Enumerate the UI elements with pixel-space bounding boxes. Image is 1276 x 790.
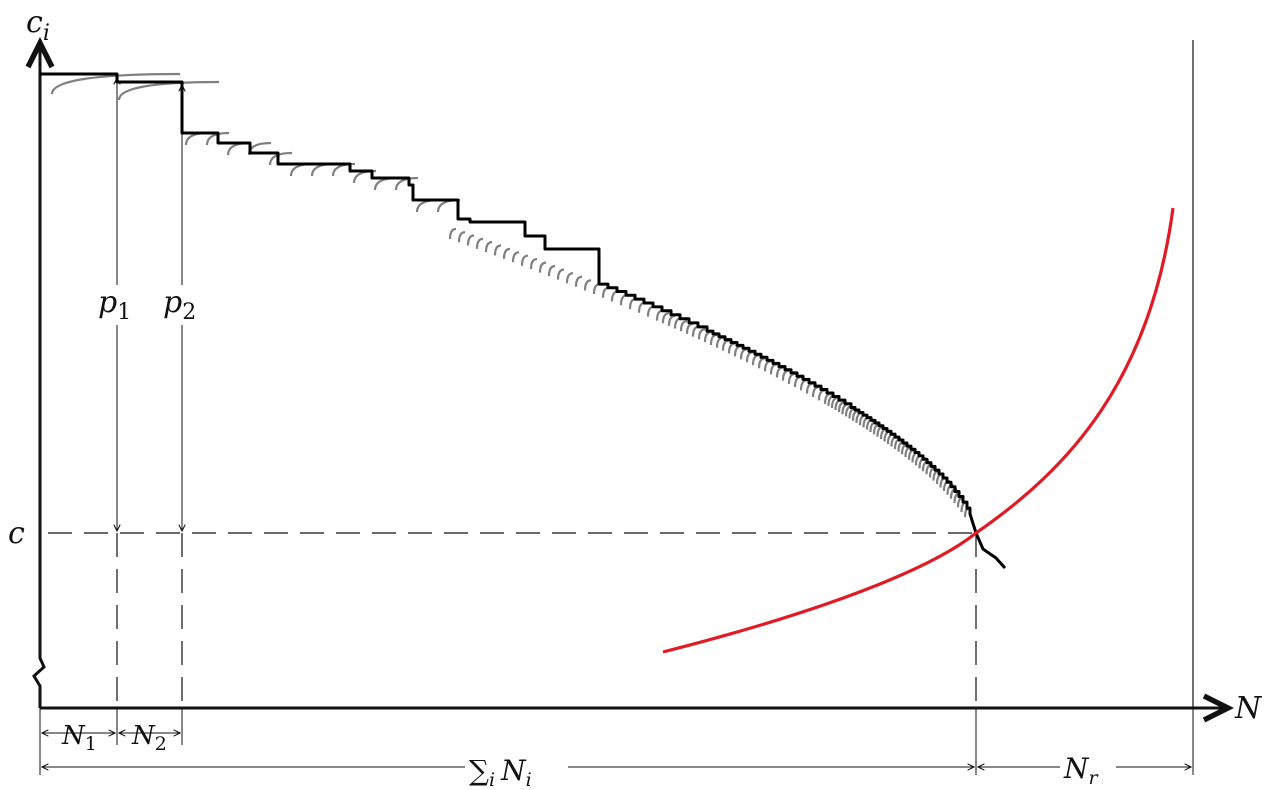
p2-label-bg: [161, 285, 203, 325]
grey-arc: [448, 227, 457, 240]
grey-arc: [733, 345, 742, 357]
grey-arc: [574, 275, 583, 287]
grey-arc: [475, 237, 484, 249]
grey-arc: [703, 331, 712, 343]
grey-arc: [184, 131, 209, 146]
grey-arc: [538, 261, 547, 273]
grey-arc: [799, 379, 808, 391]
grey-arc: [685, 322, 694, 334]
grey-arc: [502, 247, 511, 259]
grey-arc: [484, 241, 493, 253]
grey-arc: [50, 72, 181, 95]
grey-arc: [667, 314, 676, 326]
grey-arc: [769, 363, 778, 375]
sum-ni-label: ∑i Ni: [469, 754, 532, 790]
grey-arc: [721, 339, 730, 351]
supply-curve: [662, 207, 1175, 654]
y-axis-label: ci: [26, 5, 50, 46]
grey-arc: [556, 268, 565, 280]
grey-arc: [805, 382, 814, 394]
step-curve: [40, 72, 1007, 570]
grey-arc: [817, 389, 826, 401]
c-level-label: c: [8, 516, 25, 551]
p1-label: p1: [98, 285, 131, 325]
grey-arc: [661, 312, 670, 324]
y-axis: [34, 43, 44, 708]
grey-arc: [697, 328, 706, 340]
grey-arc: [268, 151, 293, 166]
grey-arc: [751, 354, 760, 366]
p2-label: p2: [163, 285, 196, 325]
grey-arc: [830, 396, 839, 408]
grey-arc: [763, 360, 772, 372]
grey-arc: [493, 244, 502, 256]
grey-arc: [457, 231, 466, 243]
grey-arc: [745, 351, 754, 363]
grey-arc: [529, 258, 538, 270]
n1-label: N1: [61, 721, 97, 755]
grey-arc: [946, 483, 954, 495]
grey-arc: [289, 162, 314, 177]
grey-arc: [793, 375, 802, 388]
grey-arc: [739, 348, 748, 360]
p1-label-bg: [96, 285, 138, 325]
grey-arc: [565, 272, 574, 284]
grey-arc: [781, 369, 790, 381]
grey-arc: [757, 357, 766, 369]
grey-arc: [226, 141, 251, 156]
grey-arc: [547, 265, 556, 277]
grey-arc: [373, 176, 398, 191]
grey-arc: [310, 162, 335, 177]
grey-arc: [394, 176, 419, 191]
grey-arc: [117, 80, 220, 101]
grey-arc: [709, 333, 718, 345]
grey-arc: [205, 131, 230, 146]
grey-arc: [466, 234, 475, 246]
n2-label: N2: [131, 721, 167, 755]
grey-arc: [727, 342, 736, 354]
nr-label: Nr: [1063, 752, 1100, 789]
grey-arc: [511, 251, 520, 263]
grey-arc: [715, 336, 724, 348]
grey-arc: [787, 372, 796, 384]
grey-arc: [415, 198, 440, 213]
grey-arc: [331, 162, 356, 177]
grey-arc: [775, 366, 784, 378]
grey-arc: [520, 254, 529, 266]
grey-arc: [679, 320, 688, 332]
grey-arc: [583, 279, 592, 291]
grey-arc: [811, 385, 820, 398]
x-axis-label: N: [1234, 691, 1263, 726]
